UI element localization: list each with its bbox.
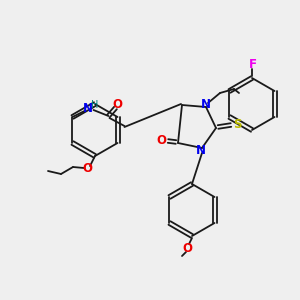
Text: F: F xyxy=(249,58,257,71)
Text: O: O xyxy=(156,134,166,146)
Text: N: N xyxy=(196,145,206,158)
Text: O: O xyxy=(182,242,192,254)
Text: O: O xyxy=(82,163,92,176)
Text: N: N xyxy=(82,101,92,115)
Text: N: N xyxy=(201,98,211,110)
Text: O: O xyxy=(112,98,122,112)
Text: S: S xyxy=(233,118,241,130)
Text: H: H xyxy=(91,100,98,110)
